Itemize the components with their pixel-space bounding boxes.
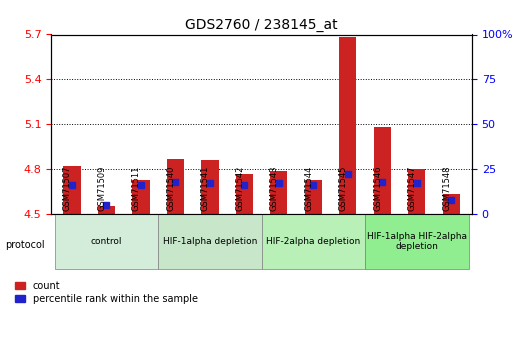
Legend: count, percentile rank within the sample: count, percentile rank within the sample xyxy=(15,281,198,304)
Text: HIF-1alpha depletion: HIF-1alpha depletion xyxy=(163,237,257,246)
Text: GSM71547: GSM71547 xyxy=(408,166,417,211)
Text: GSM71548: GSM71548 xyxy=(442,166,451,211)
Bar xyxy=(443,195,460,214)
Bar xyxy=(98,206,115,214)
FancyBboxPatch shape xyxy=(262,214,365,269)
Bar xyxy=(132,179,150,214)
Title: GDS2760 / 238145_at: GDS2760 / 238145_at xyxy=(185,18,338,32)
Bar xyxy=(270,170,287,214)
Text: GSM71543: GSM71543 xyxy=(270,166,279,211)
Text: GSM71541: GSM71541 xyxy=(201,166,210,211)
Bar xyxy=(373,127,391,214)
Text: GSM71542: GSM71542 xyxy=(235,166,244,211)
FancyBboxPatch shape xyxy=(158,214,262,269)
Bar xyxy=(408,169,425,214)
Bar xyxy=(236,174,253,214)
Text: GSM71540: GSM71540 xyxy=(166,166,175,211)
Text: GSM71545: GSM71545 xyxy=(339,166,348,211)
Text: GSM71544: GSM71544 xyxy=(304,166,313,211)
Text: protocol: protocol xyxy=(5,240,45,250)
Text: GSM71511: GSM71511 xyxy=(132,166,141,211)
Bar xyxy=(339,38,357,214)
FancyBboxPatch shape xyxy=(55,214,158,269)
Bar xyxy=(201,160,219,214)
Text: GSM71509: GSM71509 xyxy=(97,166,107,211)
FancyBboxPatch shape xyxy=(365,214,468,269)
Text: HIF-1alpha HIF-2alpha
depletion: HIF-1alpha HIF-2alpha depletion xyxy=(367,232,467,251)
Bar xyxy=(305,179,322,214)
Text: control: control xyxy=(91,237,122,246)
Bar xyxy=(167,159,184,214)
Text: GSM71546: GSM71546 xyxy=(373,166,382,211)
Bar xyxy=(64,166,81,214)
Text: GSM71507: GSM71507 xyxy=(63,166,72,211)
Text: HIF-2alpha depletion: HIF-2alpha depletion xyxy=(266,237,361,246)
